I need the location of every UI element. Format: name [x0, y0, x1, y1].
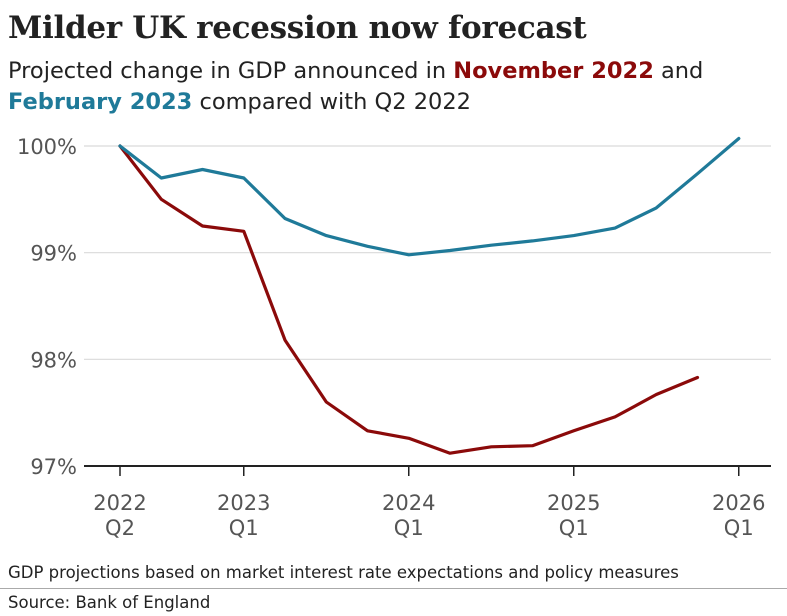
footnote: GDP projections based on market interest…: [8, 563, 679, 582]
subtitle-series-february: February 2023: [8, 89, 193, 115]
x-tick-label-year: 2024: [382, 491, 435, 515]
footer-divider: [0, 588, 787, 589]
subtitle-text-pre: Projected change in GDP announced in: [8, 58, 454, 84]
series-line-february-2023: [118, 136, 741, 257]
y-tick-label: 100%: [17, 135, 77, 159]
x-tick-label-year: 2023: [217, 491, 270, 515]
source-credit: Source: Bank of England: [8, 593, 211, 612]
x-tick-label-quarter: Q1: [229, 516, 259, 540]
x-tick-label-year: 2025: [547, 491, 600, 515]
subtitle-text-mid: and: [653, 58, 704, 84]
chart-subtitle: Projected change in GDP announced in Nov…: [8, 56, 783, 118]
series-line-november-2022: [118, 144, 700, 455]
x-tick-label-year: 2026: [712, 491, 765, 515]
y-tick-label: 98%: [30, 348, 77, 372]
x-tick-label-quarter: Q1: [724, 516, 754, 540]
x-tick-label-year: 2022: [93, 491, 146, 515]
chart-title: Milder UK recession now forecast: [8, 10, 587, 46]
y-tick-label: 99%: [30, 242, 77, 266]
x-tick-label-quarter: Q1: [559, 516, 589, 540]
data-series: [118, 136, 741, 455]
y-tick-label: 97%: [30, 455, 77, 479]
y-axis-tick-labels: 100% 99% 98% 97%: [17, 135, 77, 479]
gdp-line-chart: 100%99%98%97% 2022Q22023Q12024Q12025Q120…: [17, 135, 771, 540]
x-tick-label-quarter: Q1: [394, 516, 424, 540]
subtitle-text-post: compared with Q2 2022: [192, 89, 471, 115]
subtitle-series-november: November 2022: [453, 58, 654, 84]
x-tick-label-quarter: Q2: [105, 516, 135, 540]
